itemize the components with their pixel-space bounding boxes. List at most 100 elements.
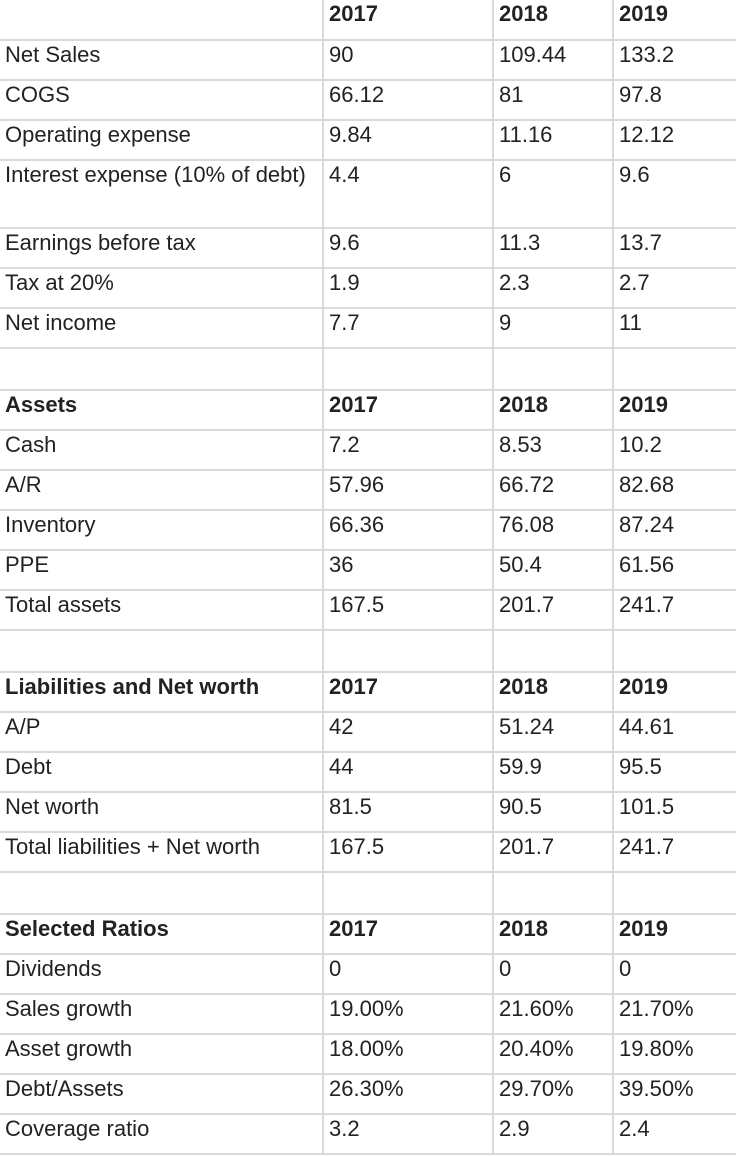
cell-2017: 81.5: [322, 792, 493, 833]
cell-2017: 167.5: [322, 590, 493, 631]
cell-2017: 26.30%: [322, 1074, 493, 1115]
row-label: Sales growth: [0, 994, 323, 1035]
table-row: Total assets 167.5 201.7 241.7: [0, 590, 736, 631]
table-header-row: 2017 2018 2019: [0, 0, 736, 41]
cell-2019: 19.80%: [612, 1034, 736, 1075]
empty-cell: [0, 348, 323, 391]
table-row: A/R 57.96 66.72 82.68: [0, 470, 736, 511]
cell-2017: 57.96: [322, 470, 493, 511]
table-row: Asset growth 18.00% 20.40% 19.80%: [0, 1034, 736, 1075]
cell-2019: 13.7: [612, 228, 736, 269]
cell-2017: 36: [322, 550, 493, 591]
header-cell-2019: 2019: [612, 0, 736, 41]
table-row: Total liabilities + Net worth 167.5 201.…: [0, 832, 736, 873]
cell-2019: 82.68: [612, 470, 736, 511]
table-row: Inventory 66.36 76.08 87.24: [0, 510, 736, 551]
table-row: Net worth 81.5 90.5 101.5: [0, 792, 736, 833]
header-cell-2018: 2018: [492, 0, 613, 41]
cell-2018: 109.44: [492, 40, 613, 81]
cell-2019: 2.4: [612, 1114, 736, 1155]
empty-cell: [322, 348, 493, 391]
table-row: Net Sales 90 109.44 133.2: [0, 40, 736, 81]
row-label: Asset growth: [0, 1034, 323, 1075]
empty-cell: [612, 872, 736, 915]
section-header-row: Liabilities and Net worth 2017 2018 2019: [0, 672, 736, 713]
cell-2017: 0: [322, 954, 493, 995]
cell-2019: 21.70%: [612, 994, 736, 1035]
section-title-ratios: Selected Ratios: [0, 914, 323, 955]
cell-2017: 7.2: [322, 430, 493, 471]
cell-2018: 2.9: [492, 1114, 613, 1155]
cell-2018: 59.9: [492, 752, 613, 793]
table-row: Tax at 20% 1.9 2.3 2.7: [0, 268, 736, 309]
cell-2018: 9: [492, 308, 613, 349]
header-cell-2018: 2018: [492, 672, 613, 713]
cell-2017: 19.00%: [322, 994, 493, 1035]
row-label: Net Sales: [0, 40, 323, 81]
empty-cell: [492, 872, 613, 915]
header-cell-2019: 2019: [612, 672, 736, 713]
table-row: Dividends 0 0 0: [0, 954, 736, 995]
cell-2018: 81: [492, 80, 613, 121]
table-row: Net income 7.7 9 11: [0, 308, 736, 349]
cell-2017: 44: [322, 752, 493, 793]
cell-2018: 2.3: [492, 268, 613, 309]
row-label: A/R: [0, 470, 323, 511]
empty-cell: [612, 348, 736, 391]
cell-2018: 29.70%: [492, 1074, 613, 1115]
row-label: Cash: [0, 430, 323, 471]
cell-2019: 241.7: [612, 832, 736, 873]
row-label: Debt: [0, 752, 323, 793]
cell-2017: 9.84: [322, 120, 493, 161]
empty-cell: [322, 872, 493, 915]
cell-2018: 51.24: [492, 712, 613, 753]
cell-2019: 10.2: [612, 430, 736, 471]
cell-2019: 9.6: [612, 160, 736, 229]
row-label: Net worth: [0, 792, 323, 833]
cell-2017: 66.12: [322, 80, 493, 121]
table-row: Interest expense (10% of debt) 4.4 6 9.6: [0, 160, 736, 229]
section-title-assets: Assets: [0, 390, 323, 431]
empty-cell: [322, 630, 493, 673]
cell-2019: 95.5: [612, 752, 736, 793]
cell-2017: 3.2: [322, 1114, 493, 1155]
row-label: Total liabilities + Net worth: [0, 832, 323, 873]
cell-2019: 0: [612, 954, 736, 995]
row-label: Net income: [0, 308, 323, 349]
cell-2019: 2.7: [612, 268, 736, 309]
empty-cell: [492, 348, 613, 391]
row-label: Dividends: [0, 954, 323, 995]
cell-2017: 90: [322, 40, 493, 81]
header-cell-2018: 2018: [492, 390, 613, 431]
row-label: A/P: [0, 712, 323, 753]
cell-2019: 39.50%: [612, 1074, 736, 1115]
cell-2019: 11: [612, 308, 736, 349]
header-cell-2018: 2018: [492, 914, 613, 955]
header-cell-2017: 2017: [322, 672, 493, 713]
cell-2018: 11.16: [492, 120, 613, 161]
section-title-liabilities: Liabilities and Net worth: [0, 672, 323, 713]
cell-2019: 87.24: [612, 510, 736, 551]
cell-2018: 6: [492, 160, 613, 229]
section-header-row: Selected Ratios 2017 2018 2019: [0, 914, 736, 955]
cell-2018: 76.08: [492, 510, 613, 551]
table-row: Coverage ratio 3.2 2.9 2.4: [0, 1114, 736, 1155]
table-row: PPE 36 50.4 61.56: [0, 550, 736, 591]
cell-2017: 4.4: [322, 160, 493, 229]
cell-2017: 18.00%: [322, 1034, 493, 1075]
cell-2019: 44.61: [612, 712, 736, 753]
header-cell-2017: 2017: [322, 914, 493, 955]
blank-row: [0, 348, 736, 391]
blank-row: [0, 872, 736, 915]
empty-cell: [492, 630, 613, 673]
section-header-row: Assets 2017 2018 2019: [0, 390, 736, 431]
row-label: Debt/Assets: [0, 1074, 323, 1115]
table-row: Debt/Assets 26.30% 29.70% 39.50%: [0, 1074, 736, 1115]
cell-2018: 90.5: [492, 792, 613, 833]
cell-2019: 241.7: [612, 590, 736, 631]
empty-cell: [612, 630, 736, 673]
header-cell-label: [0, 0, 323, 41]
cell-2018: 50.4: [492, 550, 613, 591]
cell-2018: 8.53: [492, 430, 613, 471]
cell-2019: 101.5: [612, 792, 736, 833]
